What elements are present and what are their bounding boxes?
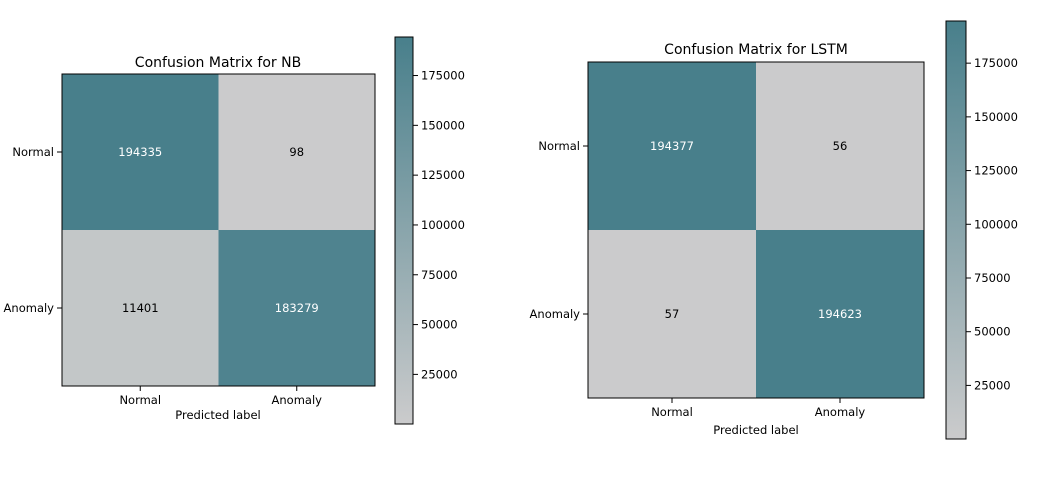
- lstm-cell-value-r1c0: 57: [665, 307, 680, 321]
- nb-x-tick-label: Anomaly: [272, 393, 323, 407]
- nb-colorbar-tick-label: 125000: [421, 168, 465, 182]
- nb-cell-value-r1c1: 183279: [275, 301, 319, 315]
- nb-cell-value-r0c0: 194335: [118, 145, 162, 159]
- lstm-cell-r0c1: [756, 62, 924, 230]
- lstm-chart-title: Confusion Matrix for LSTM: [664, 42, 848, 58]
- lstm-colorbar-tick-label: 100000: [974, 217, 1018, 231]
- nb-chart-title: Confusion Matrix for NB: [135, 55, 301, 71]
- lstm-cell-r0c0: [588, 62, 756, 230]
- lstm-colorbar-tick-label: 150000: [974, 110, 1018, 124]
- nb-colorbar-tick-label: 150000: [421, 118, 465, 132]
- nb-matrix-frame: [61, 73, 376, 387]
- nb-cell-value-r1c0: 11401: [122, 301, 159, 315]
- lstm-colorbar-gradient: [945, 20, 967, 440]
- lstm-colorbar-tick-label: 125000: [974, 164, 1018, 178]
- nb-cell-r0c1: [218, 74, 375, 230]
- lstm-matrix: 194377 56 57 194623 Normal Anomaly Normal Anoma…: [530, 61, 925, 419]
- lstm-cell-value-r1c1: 194623: [818, 307, 862, 321]
- lstm-cell-r1c1: [756, 230, 924, 398]
- nb-colorbar-tick-label: 100000: [421, 218, 465, 232]
- nb-matrix: 194335 98 11401 183279 Normal Anomaly Normal An…: [4, 73, 376, 407]
- lstm-cell-r1c0: [588, 230, 756, 398]
- lstm-x-axis-label: Predicted label: [713, 423, 798, 437]
- lstm-panel: Confusion Matrix for LSTM 194377 56 57 1946…: [530, 20, 1018, 440]
- lstm-colorbar-tick-label: 50000: [974, 325, 1011, 339]
- lstm-colorbar-tick-label: 75000: [974, 271, 1011, 285]
- lstm-colorbar: 25000 50000 75000 100000 125000 150000 175000: [945, 20, 1018, 440]
- nb-y-tick-label: Normal: [12, 145, 54, 159]
- lstm-cell-value-r0c1: 56: [833, 139, 848, 153]
- nb-y-tick-label: Anomaly: [4, 301, 55, 315]
- nb-cell-value-r0c1: 98: [289, 145, 304, 159]
- nb-colorbar: 25000 50000 75000 100000 125000 150000 175000: [394, 36, 465, 425]
- nb-cell-r0c0: [62, 74, 219, 230]
- nb-x-axis-label: Predicted label: [175, 408, 260, 422]
- nb-colorbar-gradient: [394, 36, 414, 425]
- lstm-x-tick-label: Anomaly: [815, 405, 866, 419]
- lstm-colorbar-tick-label: 25000: [974, 378, 1011, 392]
- lstm-matrix-frame: [587, 61, 925, 399]
- nb-colorbar-tick-label: 25000: [421, 367, 458, 381]
- lstm-y-tick-label: Anomaly: [530, 307, 581, 321]
- nb-colorbar-tick-label: 175000: [421, 69, 465, 83]
- nb-cell-r1c1: [218, 230, 375, 386]
- lstm-x-tick-label: Normal: [651, 405, 693, 419]
- lstm-cell-value-r0c0: 194377: [650, 139, 694, 153]
- nb-panel: Confusion Matrix for NB 194335 98 11401 183…: [4, 36, 465, 425]
- nb-x-tick-label: Normal: [119, 393, 161, 407]
- lstm-colorbar-tick-label: 175000: [974, 56, 1018, 70]
- lstm-y-tick-label: Normal: [538, 139, 580, 153]
- nb-colorbar-tick-label: 50000: [421, 318, 458, 332]
- nb-colorbar-tick-label: 75000: [421, 268, 458, 282]
- nb-cell-r1c0: [62, 230, 219, 386]
